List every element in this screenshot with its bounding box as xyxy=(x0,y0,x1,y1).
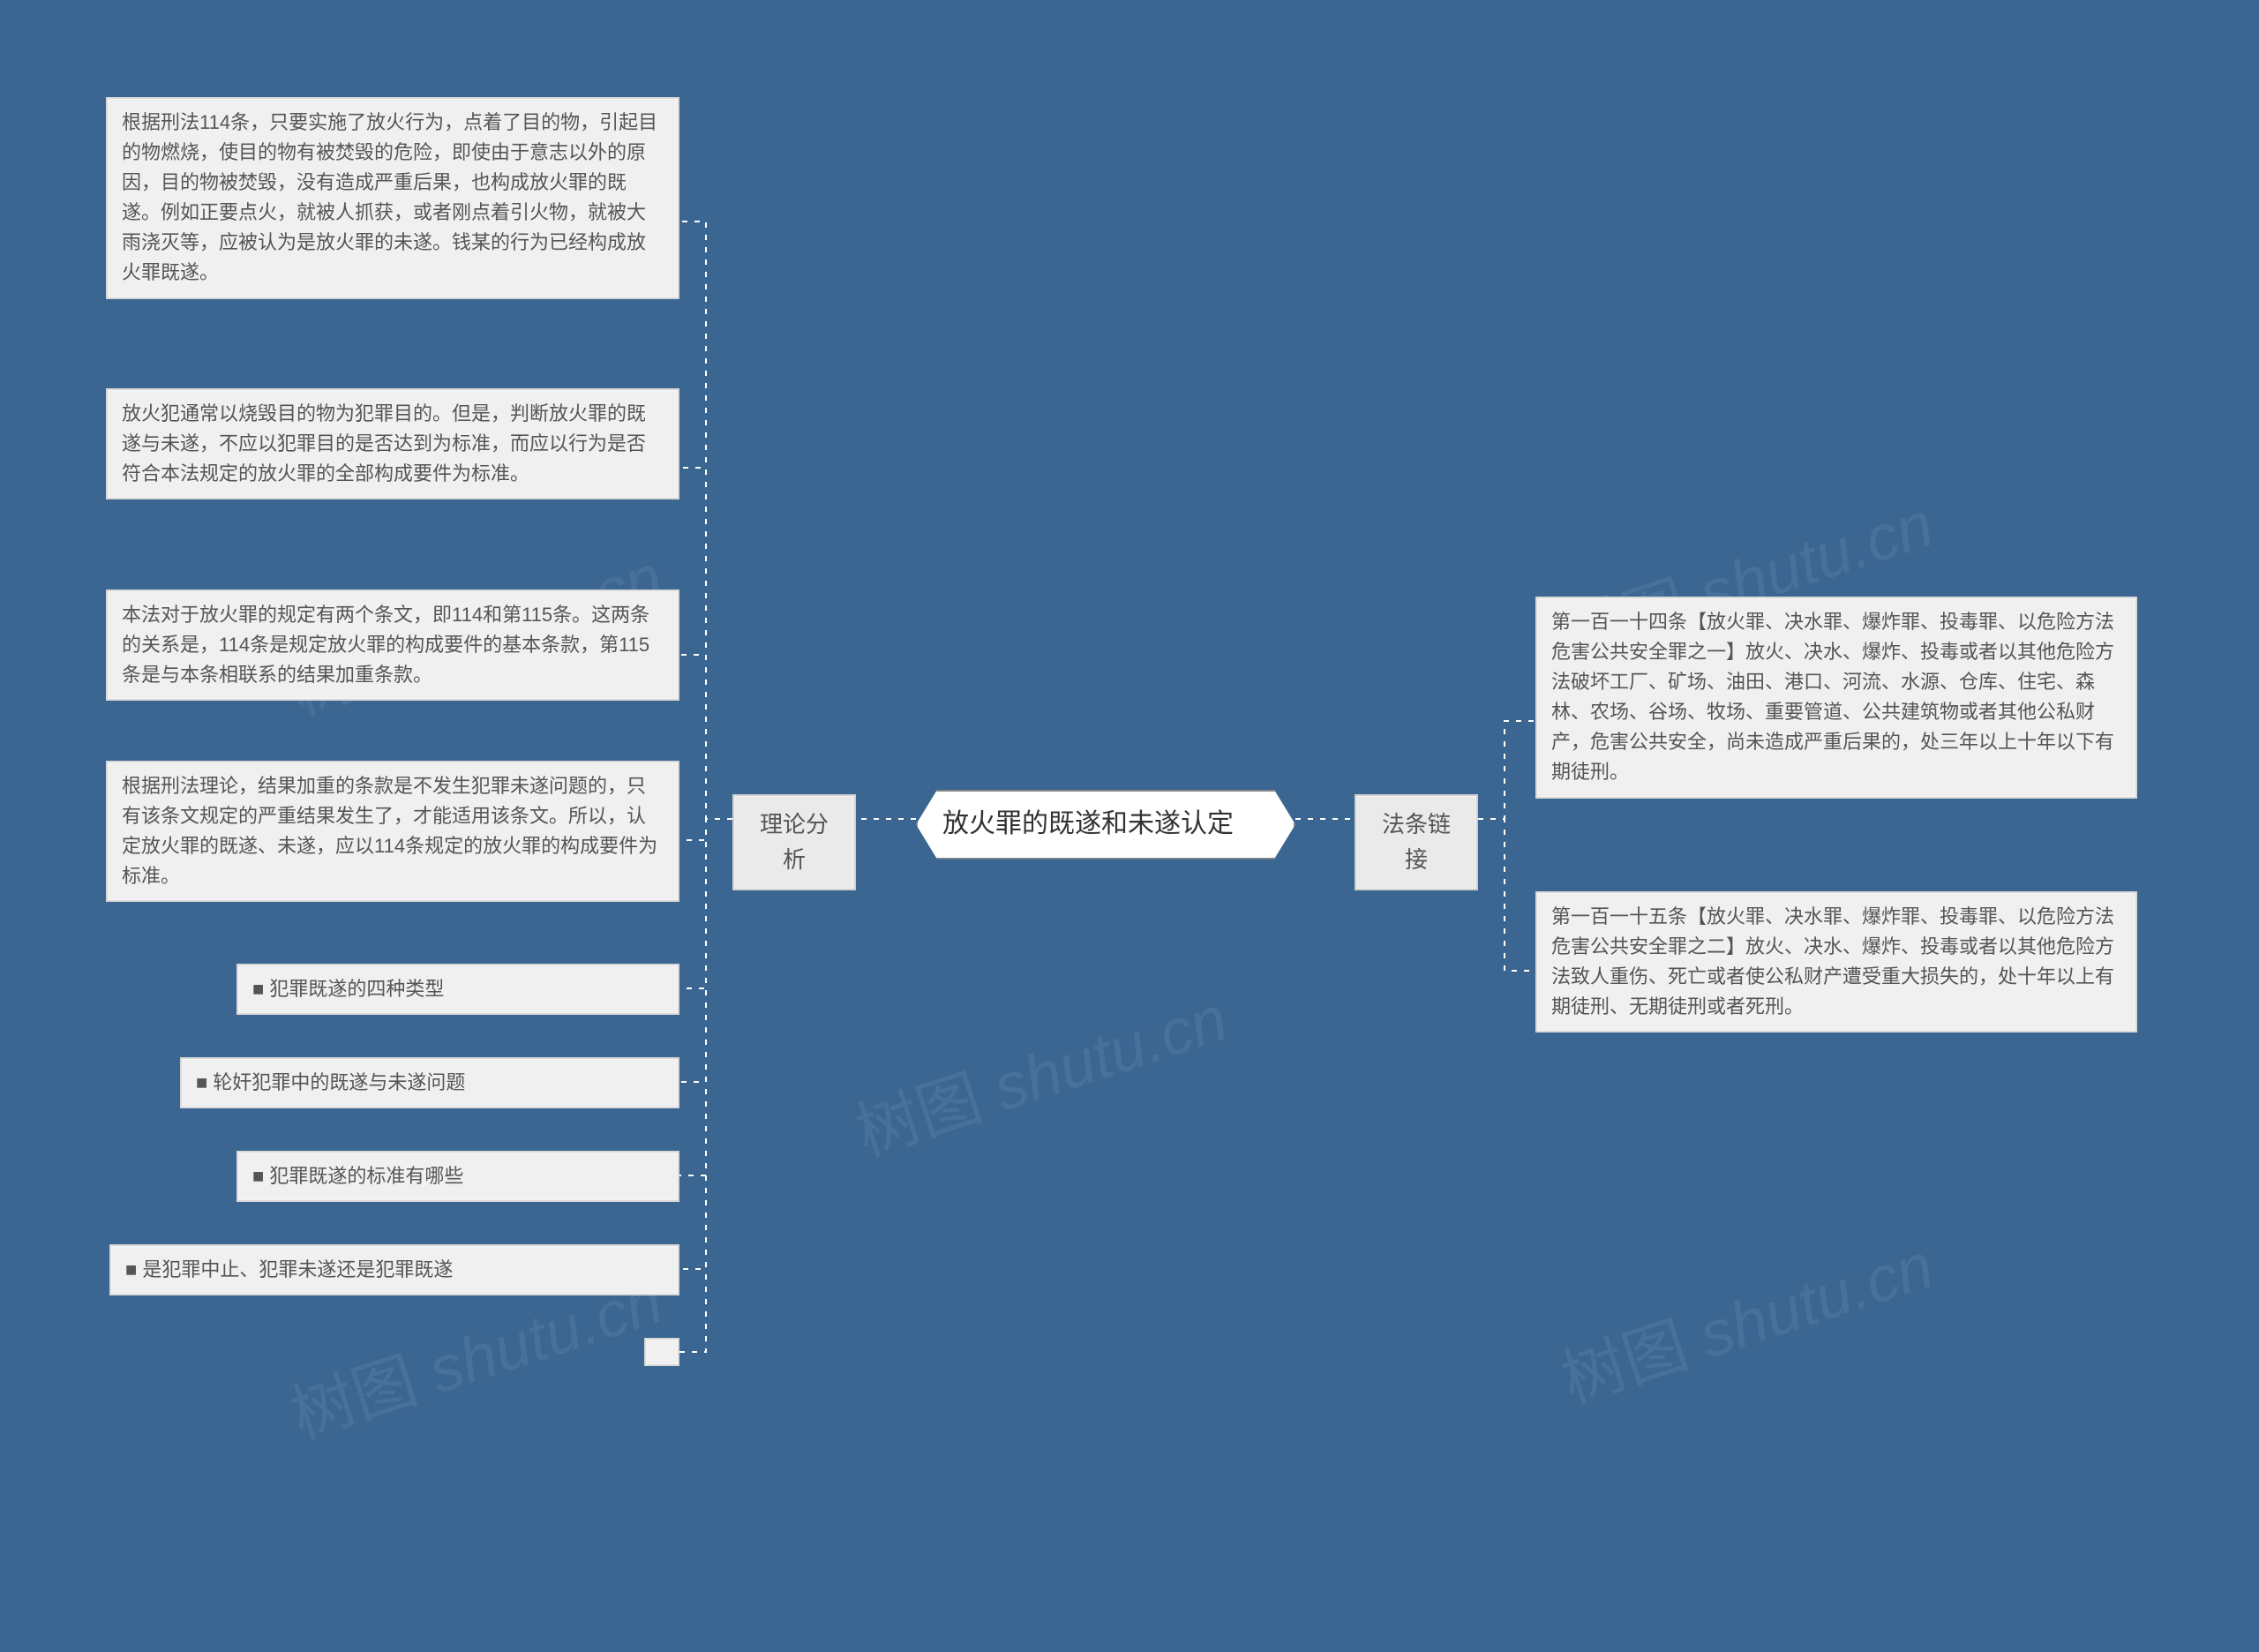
leaf-left[interactable]: 根据刑法理论，结果加重的条款是不发生犯罪未遂问题的，只有该条文规定的严重结果发生… xyxy=(106,761,679,902)
leaf-left-empty[interactable] xyxy=(644,1338,679,1366)
leaf-left-bullet[interactable]: ■ 轮奸犯罪中的既遂与未遂问题 xyxy=(180,1057,679,1108)
leaf-left[interactable]: 放火犯通常以烧毁目的物为犯罪目的。但是，判断放火罪的既遂与未遂，不应以犯罪目的是… xyxy=(106,388,679,499)
branch-right[interactable]: 法条链接 xyxy=(1355,794,1478,890)
leaf-left-bullet[interactable]: ■ 是犯罪中止、犯罪未遂还是犯罪既遂 xyxy=(109,1244,679,1295)
leaf-left[interactable]: 根据刑法114条，只要实施了放火行为，点着了目的物，引起目的物燃烧，使目的物有被… xyxy=(106,97,679,299)
leaf-right[interactable]: 第一百一十四条【放火罪、决水罪、爆炸罪、投毒罪、以危险方法危害公共安全罪之一】放… xyxy=(1535,597,2137,799)
leaf-left-bullet[interactable]: ■ 犯罪既遂的四种类型 xyxy=(236,964,679,1015)
watermark: 树图 shutu.cn xyxy=(842,966,1236,1174)
branch-left[interactable]: 理论分析 xyxy=(732,794,856,890)
center-node[interactable]: 放火罪的既遂和未遂认定 xyxy=(916,790,1295,860)
leaf-left[interactable]: 本法对于放火罪的规定有两个条文，即114和第115条。这两条的关系是，114条是… xyxy=(106,589,679,701)
watermark: 树图 shutu.cn xyxy=(1548,1213,1942,1421)
leaf-left-bullet[interactable]: ■ 犯罪既遂的标准有哪些 xyxy=(236,1151,679,1202)
leaf-right[interactable]: 第一百一十五条【放火罪、决水罪、爆炸罪、投毒罪、以危险方法危害公共安全罪之二】放… xyxy=(1535,891,2137,1032)
